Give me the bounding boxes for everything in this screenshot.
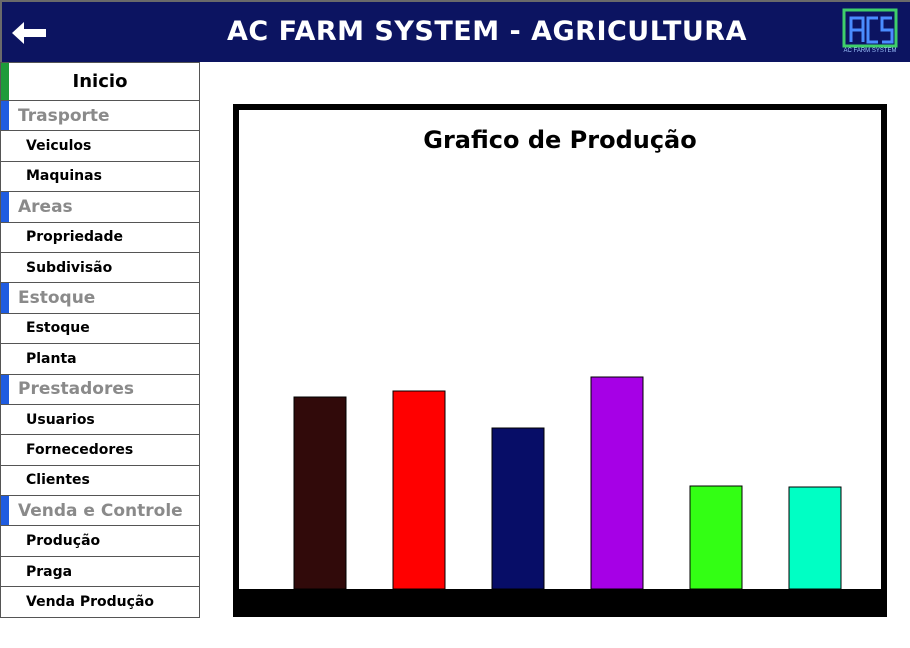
sidebar-item-maquinas[interactable]: Maquinas [0, 161, 200, 193]
sidebar-section-label: Areas [18, 196, 73, 217]
sidebar-section-label: Estoque [18, 288, 96, 309]
accent-bar [1, 63, 9, 100]
sidebar-item-label: Venda Produção [26, 593, 155, 610]
app-logo: AC FARM SYSTEM [842, 8, 898, 58]
sidebar-item-veiculos[interactable]: Veiculos [0, 131, 200, 162]
chart-bar-2 [392, 390, 446, 590]
sidebar-item-fornecedores[interactable]: Fornecedores [0, 435, 200, 466]
sidebar-section-venda-controle: Venda e Controle [0, 496, 200, 527]
sidebar-item-estoque[interactable]: Estoque [0, 313, 200, 345]
sidebar-item-label: Inicio [72, 71, 128, 92]
sidebar-section-trasporte: Trasporte [0, 101, 200, 132]
sidebar-section-estoque: Estoque [0, 283, 200, 314]
accent-bar [1, 101, 9, 131]
logo-caption: AC FARM SYSTEM [843, 48, 897, 54]
sidebar-item-label: Propriedade [26, 229, 123, 246]
sidebar-item-usuarios[interactable]: Usuarios [0, 404, 200, 436]
chart-plot [239, 376, 881, 611]
sidebar-item-producao[interactable]: Produção [0, 526, 200, 557]
chart-bar-1 [293, 396, 347, 590]
sidebar-item-label: Veiculos [26, 138, 92, 155]
sidebar-item-label: Subdivisão [26, 259, 113, 276]
sidebar-section-prestadores: Prestadores [0, 374, 200, 405]
sidebar-item-clientes[interactable]: Clientes [0, 465, 200, 497]
sidebar-item-label: Maquinas [26, 168, 102, 185]
arrow-left-icon [12, 22, 46, 44]
sidebar-item-label: Produção [26, 533, 101, 550]
sidebar-item-inicio[interactable]: Inicio [0, 62, 200, 101]
chart-title: Grafico de Produção [423, 126, 697, 154]
sidebar-item-label: Estoque [26, 320, 90, 337]
accent-bar [1, 374, 9, 404]
production-chart: Grafico de Produção [233, 104, 887, 617]
sidebar: Inicio Trasporte Veiculos Maquinas Areas… [0, 62, 200, 618]
sidebar-item-planta[interactable]: Planta [0, 344, 200, 375]
sidebar-section-label: Prestadores [18, 379, 134, 400]
sidebar-item-label: Planta [26, 350, 77, 367]
sidebar-item-label: Praga [26, 563, 73, 580]
logo-icon [842, 8, 898, 48]
app-title: AC FARM SYSTEM - AGRICULTURA [227, 16, 747, 47]
sidebar-item-subdivisao[interactable]: Subdivisão [0, 252, 200, 284]
sidebar-item-venda-producao[interactable]: Venda Produção [0, 587, 200, 618]
sidebar-item-propriedade[interactable]: Propriedade [0, 222, 200, 253]
chart-bar-3 [491, 427, 545, 590]
sidebar-item-label: Clientes [26, 472, 90, 489]
chart-bar-5 [689, 485, 743, 590]
sidebar-section-label: Trasporte [18, 105, 110, 126]
chart-baseline [239, 589, 881, 611]
accent-bar [1, 192, 9, 222]
accent-bar [1, 283, 9, 313]
chart-bar-4 [590, 376, 644, 590]
chart-bar-6 [788, 486, 842, 590]
sidebar-item-praga[interactable]: Praga [0, 556, 200, 588]
back-button[interactable] [10, 16, 50, 50]
app-header: AC FARM SYSTEM - AGRICULTURA AC FARM SYS… [0, 0, 910, 62]
accent-bar [1, 496, 9, 526]
sidebar-section-label: Venda e Controle [18, 500, 183, 521]
sidebar-section-areas: Areas [0, 192, 200, 223]
sidebar-item-label: Usuarios [26, 411, 95, 428]
sidebar-item-label: Fornecedores [26, 441, 134, 458]
